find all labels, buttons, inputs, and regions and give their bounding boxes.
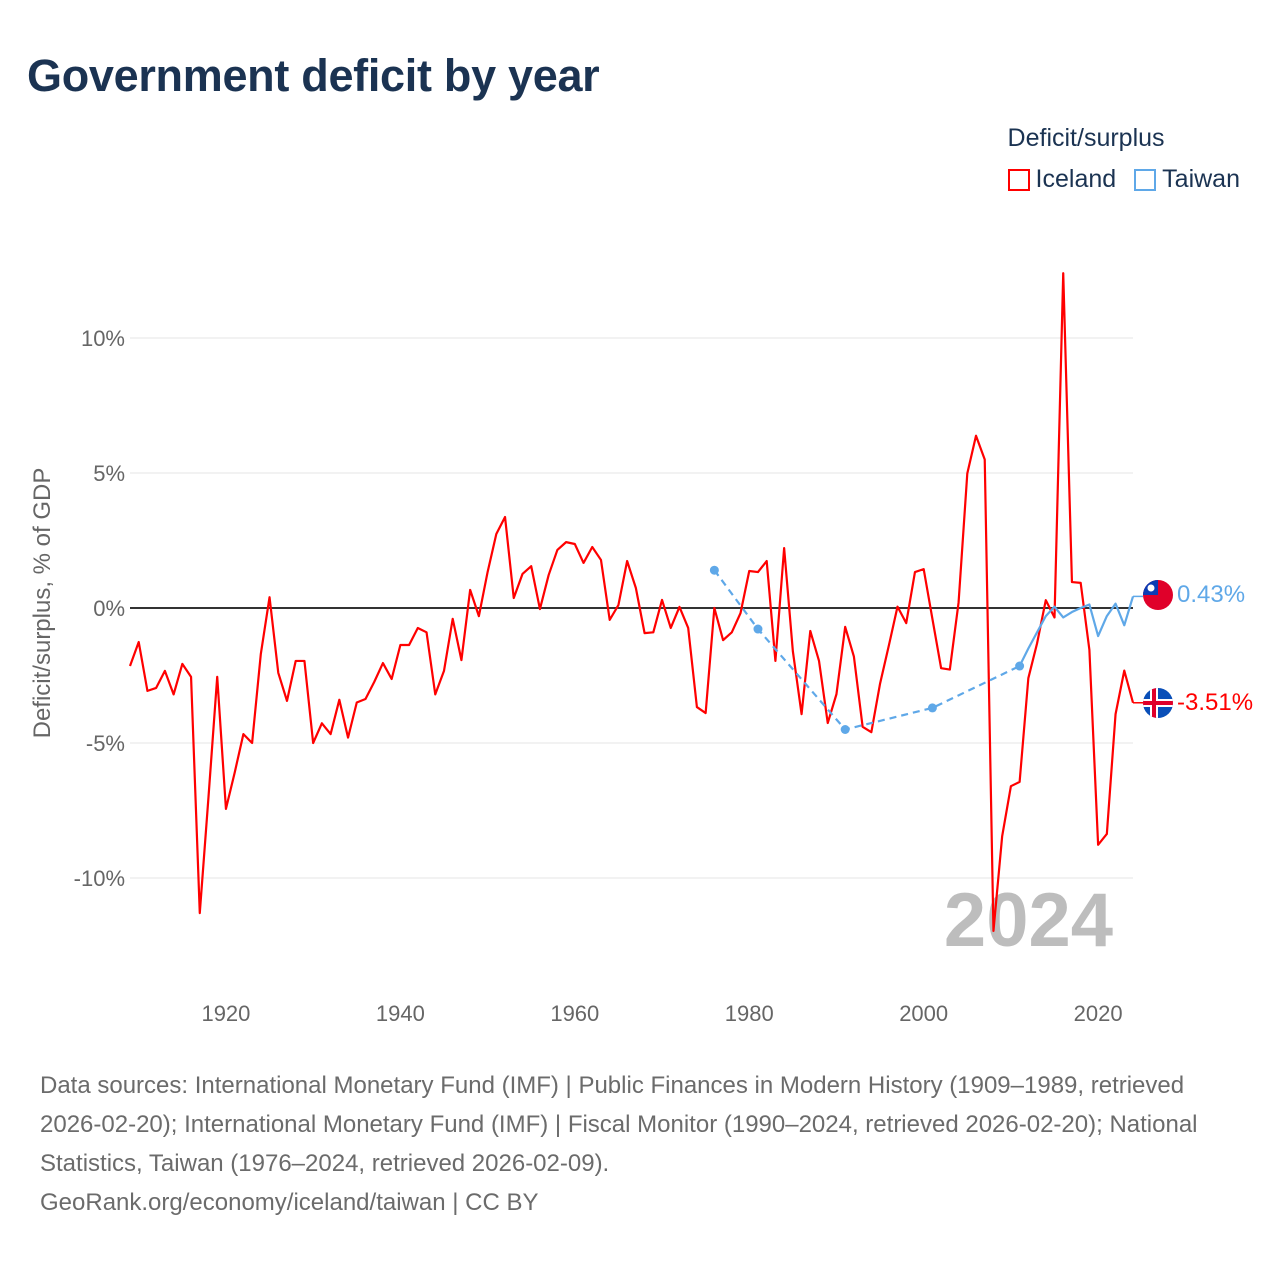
legend-swatch-taiwan xyxy=(1134,168,1157,191)
y-tick-label: 0% xyxy=(93,596,125,621)
iceland-end-label: -3.51% xyxy=(1177,689,1253,716)
y-tick-label: -5% xyxy=(86,731,125,756)
legend-swatch-iceland xyxy=(1007,168,1030,191)
year-watermark: 2024 xyxy=(944,878,1113,963)
y-axis: 10% 5% 0% -5% -10% xyxy=(74,326,125,891)
y-tick-label: 5% xyxy=(93,461,125,486)
taiwan-data-point xyxy=(1015,661,1025,671)
legend-item-taiwan[interactable]: Taiwan xyxy=(1134,165,1240,194)
legend-item-iceland[interactable]: Iceland xyxy=(1007,165,1117,194)
taiwan-end-label: 0.43% xyxy=(1177,581,1245,608)
taiwan-data-point xyxy=(840,725,850,734)
iceland-flag-icon xyxy=(1143,688,1173,718)
taiwan-dashed-line xyxy=(713,569,1021,731)
x-tick-label: 1920 xyxy=(201,1001,250,1026)
x-axis: 1920 1940 1960 1980 2000 2020 xyxy=(201,1001,1122,1026)
taiwan-line xyxy=(1018,596,1135,667)
taiwan-data-point xyxy=(709,565,719,575)
taiwan-flag-icon xyxy=(1143,580,1173,610)
y-tick-label: -10% xyxy=(74,866,125,891)
legend-label-taiwan: Taiwan xyxy=(1162,165,1240,193)
data-sources: Data sources: International Monetary Fun… xyxy=(40,1072,1198,1177)
x-tick-label: 1960 xyxy=(550,1001,599,1026)
y-tick-label: 10% xyxy=(81,326,125,351)
x-tick-label: 2020 xyxy=(1074,1001,1123,1026)
legend-label-iceland: Iceland xyxy=(1035,165,1117,193)
series-group xyxy=(128,272,1143,933)
legend: Deficit/surplus Iceland Taiwan xyxy=(1007,124,1240,194)
chart-title: Government deficit by year xyxy=(27,50,600,101)
taiwan-data-point xyxy=(927,703,937,713)
iceland-line xyxy=(128,272,1135,933)
y-axis-label: Deficit/surplus, % of GDP xyxy=(29,468,56,739)
x-tick-label: 1980 xyxy=(725,1001,774,1026)
footer: Data sources: International Monetary Fun… xyxy=(40,1066,1240,1222)
gridlines xyxy=(130,337,1133,879)
legend-title: Deficit/surplus xyxy=(1007,124,1165,152)
credit-link[interactable]: GeoRank.org/economy/iceland/taiwan | CC … xyxy=(40,1189,539,1216)
x-tick-label: 1940 xyxy=(376,1001,425,1026)
taiwan-data-point xyxy=(753,624,763,634)
x-tick-label: 2000 xyxy=(899,1001,948,1026)
